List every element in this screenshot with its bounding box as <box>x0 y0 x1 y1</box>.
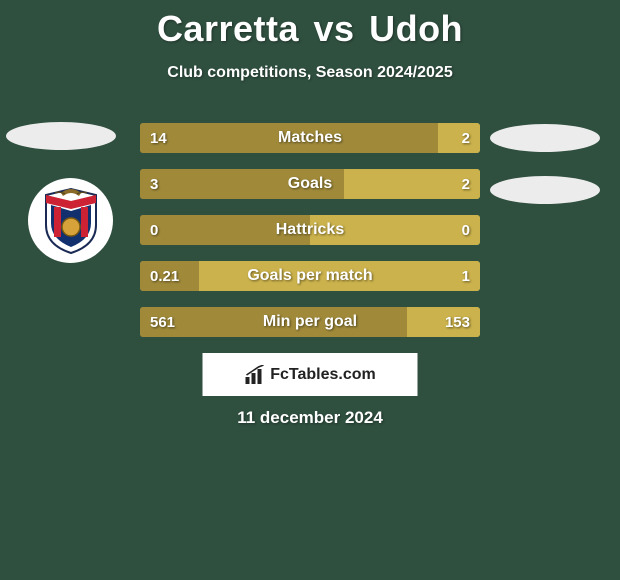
stat-bar-left <box>140 307 407 337</box>
snapshot-date: 11 december 2024 <box>0 408 620 428</box>
stat-bar-right <box>407 307 480 337</box>
stat-bar-left <box>140 123 438 153</box>
vs-label: vs <box>314 8 355 49</box>
brand-text: FcTables.com <box>270 366 376 384</box>
player1-badge-placeholder-1 <box>6 122 116 150</box>
club-crest-icon <box>41 187 101 255</box>
stat-row: Min per goal561153 <box>140 307 480 337</box>
brand-box[interactable]: FcTables.com <box>203 353 418 396</box>
stat-bar-left <box>140 215 310 245</box>
stat-row: Hattricks00 <box>140 215 480 245</box>
stat-bar-left <box>140 261 199 291</box>
brand-chart-icon <box>244 365 266 385</box>
stat-row: Matches142 <box>140 123 480 153</box>
club-badge <box>28 178 113 263</box>
stat-bar-right <box>199 261 480 291</box>
stat-row: Goals per match0.211 <box>140 261 480 291</box>
player2-name: Udoh <box>369 8 463 49</box>
stat-bar-right <box>438 123 481 153</box>
stat-bar-left <box>140 169 344 199</box>
stat-bars-container: Matches142 Goals32 Hattricks00 Goals per ma… <box>140 123 480 353</box>
comparison-title: Carretta vs Udoh <box>0 0 620 50</box>
stat-row: Goals32 <box>140 169 480 199</box>
player1-name: Carretta <box>157 8 299 49</box>
subtitle: Club competitions, Season 2024/2025 <box>0 64 620 82</box>
stat-bar-right <box>344 169 480 199</box>
player2-badge-placeholder-2 <box>490 176 600 204</box>
player2-badge-placeholder-1 <box>490 124 600 152</box>
stat-bar-right <box>310 215 480 245</box>
